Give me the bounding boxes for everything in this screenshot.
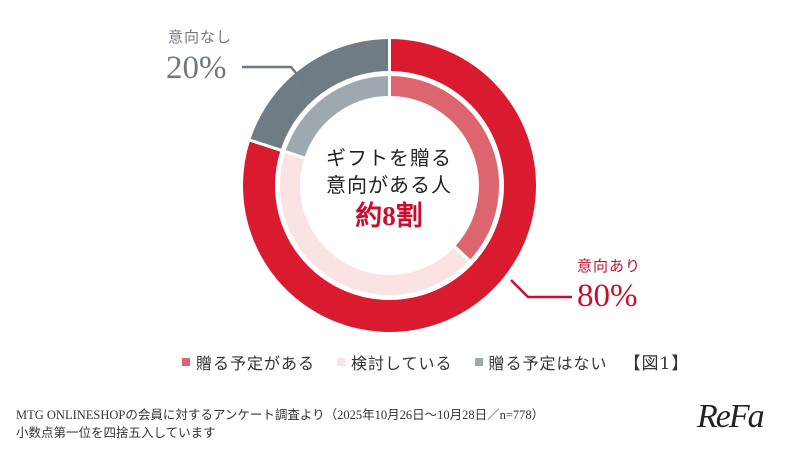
leader-line-no-intent bbox=[242, 65, 306, 85]
center-highlight: 約8割 bbox=[355, 201, 423, 231]
leader-line-intent bbox=[510, 279, 572, 299]
center-label: ギフトを贈る 意向がある人 約8割 bbox=[289, 145, 489, 233]
legend-swatch-not-planned bbox=[474, 357, 483, 366]
center-line-2: 意向がある人 bbox=[326, 173, 452, 197]
center-line-1: ギフトを贈る bbox=[326, 146, 452, 170]
legend-item-considering: 検討している bbox=[337, 350, 453, 374]
outer-ring bbox=[240, 35, 539, 335]
no-intent-value: 20% bbox=[166, 50, 227, 86]
legend-item-planned: 贈る予定がある bbox=[182, 350, 315, 374]
intent-caption: 意向あり bbox=[577, 257, 642, 275]
legend-label: 贈る予定がある bbox=[196, 353, 316, 373]
footnote: MTG ONLINESHOPの会員に対するアンケート調査より（2025年10月2… bbox=[16, 406, 544, 442]
figure-label: 【図1】 bbox=[623, 354, 690, 374]
legend-swatch-planned bbox=[182, 357, 190, 366]
footnote-source: MTG ONLINESHOPの会員に対するアンケート調査より（2025年10月2… bbox=[16, 408, 545, 422]
inner-ring bbox=[277, 72, 502, 298]
no-intent-caption: 意向なし bbox=[168, 28, 233, 46]
legend-label: 検討している bbox=[351, 353, 453, 373]
legend-label: 贈る予定はない bbox=[488, 353, 608, 373]
outer-segment-no-intent bbox=[246, 35, 391, 153]
legend-swatch-considering bbox=[337, 357, 346, 366]
legend: 贈る予定がある 検討している 贈る予定はない 【図1】 bbox=[182, 349, 689, 374]
footnote-rounding: 小数点第一位を四捨五入しています bbox=[16, 426, 216, 440]
outer-segment-intent bbox=[240, 35, 539, 335]
refa-logo: ReFa bbox=[697, 398, 765, 435]
intent-value: 80% bbox=[577, 278, 638, 314]
inner-segment-not-planned bbox=[282, 72, 391, 161]
legend-item-not-planned: 贈る予定はない bbox=[474, 350, 608, 374]
